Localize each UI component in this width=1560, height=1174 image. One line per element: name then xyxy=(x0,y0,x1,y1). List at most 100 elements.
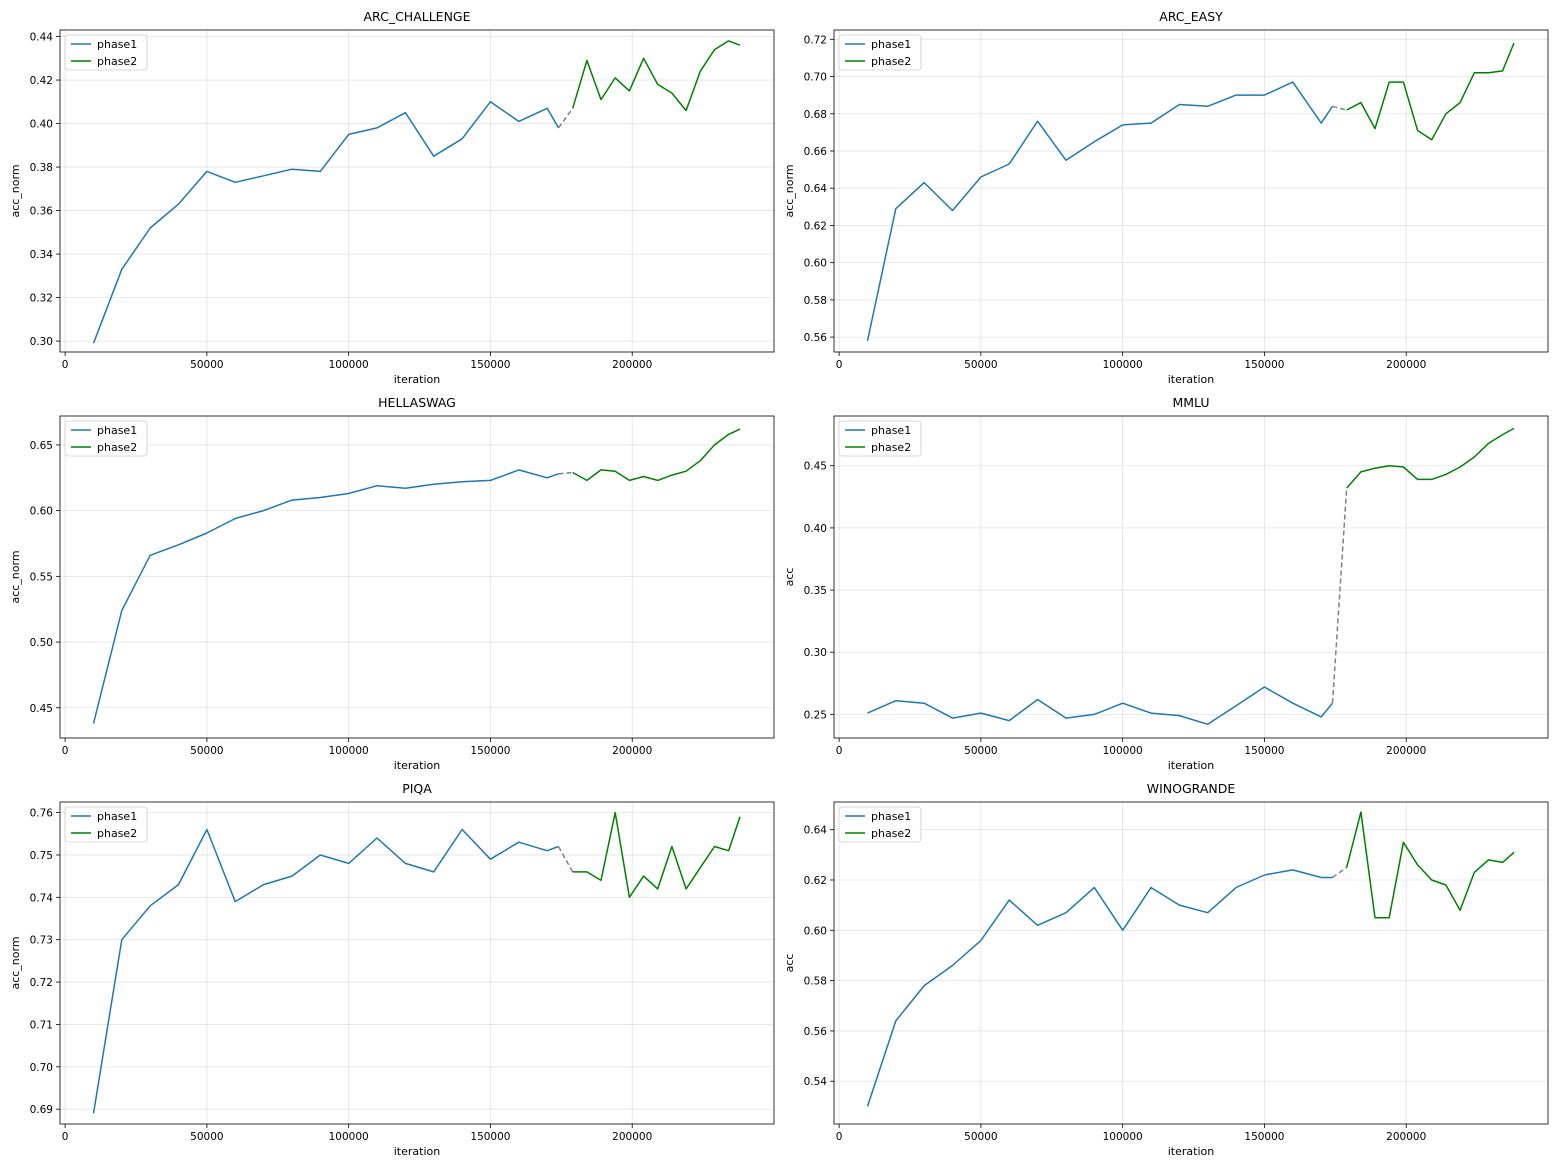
x-axis-label: iteration xyxy=(394,373,440,386)
series-phase1-line xyxy=(866,81,1334,341)
x-tick-label: 100000 xyxy=(1103,745,1143,757)
y-tick-label: 0.30 xyxy=(30,336,53,348)
legend: phase1 phase2 xyxy=(64,34,148,71)
y-tick-label: 0.62 xyxy=(804,875,827,887)
y-tick-label: 0.74 xyxy=(30,892,54,904)
plot-frame xyxy=(59,29,775,353)
x-tick-label: 100000 xyxy=(329,745,369,757)
legend-label-phase1: phase1 xyxy=(871,810,911,823)
series-phase1-line xyxy=(92,828,559,1114)
x-tick-label: 200000 xyxy=(1386,359,1426,371)
legend-label-phase2: phase2 xyxy=(97,55,137,68)
x-tick-label: 200000 xyxy=(1386,745,1426,757)
legend: phase1 phase2 xyxy=(64,806,148,843)
x-tick-label: 200000 xyxy=(612,1131,652,1143)
legend-label-phase1: phase1 xyxy=(97,38,137,51)
x-tick-label: 0 xyxy=(836,1131,843,1143)
y-axis-label: acc_norm xyxy=(9,936,22,989)
x-axis-label: iteration xyxy=(1168,1145,1214,1158)
chart-arc-easy-panel: 0 50000 100000 150000 200000 0.56 0.58 0.60 0.62… xyxy=(783,9,1549,386)
y-tick-label: 0.71 xyxy=(30,1019,53,1031)
y-tick-label: 0.55 xyxy=(30,571,53,583)
y-tick-label: 0.76 xyxy=(30,808,54,820)
series-phase2-line xyxy=(1345,811,1515,919)
y-axis-label: acc xyxy=(783,568,796,587)
phase-bridge-line xyxy=(557,107,574,129)
legend: phase1 phase2 xyxy=(838,420,922,457)
y-axis-label: acc_norm xyxy=(9,164,22,217)
series-phase2-line xyxy=(1346,42,1515,141)
x-axis-label: iteration xyxy=(394,1145,440,1158)
y-tick-label: 0.58 xyxy=(804,976,827,988)
y-tick-label: 0.40 xyxy=(804,523,827,535)
x-tick-label: 0 xyxy=(836,359,843,371)
x-tick-label: 50000 xyxy=(190,745,223,757)
x-tick-label: 150000 xyxy=(1244,1131,1284,1143)
x-tick-label: 100000 xyxy=(1103,1131,1143,1143)
y-tick-label: 0.70 xyxy=(30,1062,53,1074)
x-tick-label: 50000 xyxy=(964,1131,997,1143)
chart-arc-challenge-panel: 0 50000 100000 150000 200000 0.30 0.32 0.34 0.36… xyxy=(9,9,775,386)
legend: phase1 phase2 xyxy=(838,34,922,71)
series-phase2-line xyxy=(571,40,741,112)
x-tick-label: 150000 xyxy=(1244,359,1284,371)
phase-bridge-line xyxy=(1332,866,1348,879)
y-tick-label: 0.69 xyxy=(30,1104,53,1116)
legend-label-phase1: phase1 xyxy=(871,38,911,51)
chart-piqa-panel: 0 50000 100000 150000 200000 0.69 0.70 0.71 0.72… xyxy=(9,781,775,1158)
y-tick-label: 0.38 xyxy=(30,162,53,174)
y-tick-label: 0.42 xyxy=(30,75,53,87)
x-tick-label: 50000 xyxy=(190,359,223,371)
x-tick-label: 150000 xyxy=(1244,745,1284,757)
y-tick-label: 0.60 xyxy=(804,925,827,937)
legend-label-phase1: phase1 xyxy=(97,810,137,823)
x-tick-label: 150000 xyxy=(470,745,510,757)
x-tick-label: 100000 xyxy=(329,1131,369,1143)
y-tick-label: 0.40 xyxy=(30,119,53,131)
y-axis-label: acc_norm xyxy=(9,550,22,603)
y-tick-label: 0.64 xyxy=(804,825,828,837)
x-tick-label: 50000 xyxy=(964,745,997,757)
legend-label-phase2: phase2 xyxy=(97,827,137,840)
phase-bridge-line xyxy=(557,846,574,873)
y-tick-label: 0.45 xyxy=(30,703,53,715)
phase-bridge-line xyxy=(1331,488,1348,704)
y-tick-label: 0.50 xyxy=(30,637,53,649)
y-tick-label: 0.56 xyxy=(804,332,828,344)
y-tick-label: 0.60 xyxy=(804,258,827,270)
y-tick-label: 0.32 xyxy=(30,293,53,305)
legend-label-phase2: phase2 xyxy=(871,827,911,840)
y-tick-label: 0.34 xyxy=(30,249,54,261)
legend-label-phase2: phase2 xyxy=(871,55,911,68)
y-tick-label: 0.75 xyxy=(30,850,53,862)
x-tick-label: 0 xyxy=(62,1131,69,1143)
y-tick-label: 0.44 xyxy=(30,32,54,44)
chart-title: ARC_EASY xyxy=(1159,9,1223,24)
chart-title: HELLASWAG xyxy=(378,395,456,410)
legend: phase1 phase2 xyxy=(838,806,922,843)
series-phase2-line xyxy=(572,811,741,899)
x-axis-label: iteration xyxy=(394,759,440,772)
series-phase2-line xyxy=(1346,427,1515,489)
y-tick-label: 0.65 xyxy=(30,440,53,452)
x-tick-label: 100000 xyxy=(329,359,369,371)
series-phase1-line xyxy=(92,101,560,344)
legend-label-phase1: phase1 xyxy=(97,424,137,437)
y-tick-label: 0.60 xyxy=(30,506,53,518)
chart-title: ARC_CHALLENGE xyxy=(363,9,470,24)
legend: phase1 phase2 xyxy=(64,420,148,457)
y-tick-label: 0.35 xyxy=(804,585,827,597)
x-tick-label: 150000 xyxy=(470,359,510,371)
y-tick-label: 0.25 xyxy=(804,709,827,721)
x-tick-label: 200000 xyxy=(612,745,652,757)
plot-frame xyxy=(59,801,775,1125)
chart-winogrande-panel: 0 50000 100000 150000 200000 0.54 0.56 0.58 0.60… xyxy=(783,781,1549,1158)
series-phase1-line xyxy=(92,469,559,724)
series-phase2-line xyxy=(572,428,741,482)
chart-title: WINOGRANDE xyxy=(1147,781,1236,796)
y-tick-label: 0.68 xyxy=(804,109,827,121)
x-tick-label: 100000 xyxy=(1103,359,1143,371)
y-axis-label: acc xyxy=(783,954,796,973)
